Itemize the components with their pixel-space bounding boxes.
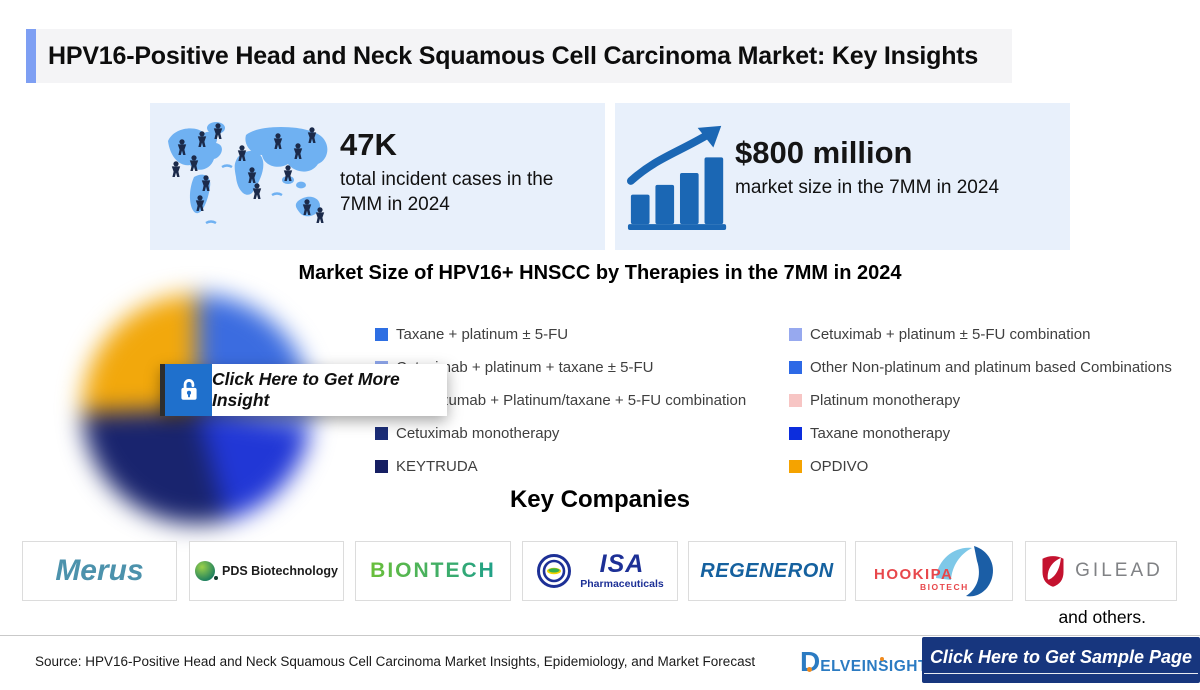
key-companies-heading: Key Companies <box>509 486 691 513</box>
chart-title: Market Size of HPV16+ HNSCC by Therapies… <box>298 262 902 284</box>
open-padlock-icon <box>165 364 212 416</box>
rising-bar-chart-icon <box>626 125 727 230</box>
legend-item: Platinum monotherapy <box>789 392 1172 409</box>
legend-swatch <box>789 327 802 341</box>
logo-gilead: GILEAD <box>1025 541 1177 601</box>
regeneron-wordmark: REGENERON <box>700 559 834 582</box>
logo-isa-pharmaceuticals: ISA Pharmaceuticals <box>522 541 678 601</box>
get-sample-page-label: Click Here to Get Sample Page <box>923 647 1199 674</box>
legend-swatch <box>375 426 388 440</box>
pie-legend-right: Cetuximab + platinum ± 5-FU combination … <box>789 326 1172 475</box>
get-more-insight-label: Click Here to Get More Insight <box>212 369 400 410</box>
hookipa-subtext: BIOTECH <box>920 582 969 592</box>
legend-item: Taxane + platinum ± 5-FU <box>375 326 746 343</box>
logo-merus: Merus <box>22 541 177 601</box>
legend-item: Cetuximab + platinum ± 5-FU combination <box>789 326 1172 343</box>
legend-swatch <box>789 393 802 407</box>
gilead-shield-icon <box>1042 556 1064 587</box>
biontech-wordmark: BIONTECH <box>370 559 496 582</box>
source-text: Source: HPV16-Positive Head and Neck Squ… <box>35 654 756 669</box>
hookipa-wordmark: HOOKIPA <box>874 566 954 583</box>
page-title: HPV16-Positive Head and Neck Squamous Ce… <box>48 42 979 70</box>
stat-market-size: $800 million market size in the 7MM in 2… <box>615 103 1070 250</box>
logo-hookipa-biotech: HOOKIPA BIOTECH <box>855 541 1013 601</box>
merus-wordmark: Merus <box>55 554 144 587</box>
delveinsight-logo: D ELVEINSIGHT <box>800 646 928 677</box>
legend-item: Cetuximab monotherapy <box>375 425 746 442</box>
world-map-people-icon <box>168 122 328 225</box>
legend-item: OPDIVO <box>789 458 1172 475</box>
get-sample-page-button[interactable]: Click Here to Get Sample Page <box>922 637 1200 683</box>
get-more-insight-button[interactable]: Click Here to Get More Insight <box>160 364 447 416</box>
stat-incident-cases: 47K total incident cases in the 7MM in 2… <box>150 103 605 250</box>
logo-regeneron: REGENERON <box>688 541 846 601</box>
legend-item: Taxane monotherapy <box>789 425 1172 442</box>
stat-value: $800 million <box>735 135 913 170</box>
button-edge <box>160 364 165 416</box>
pds-wordmark: PDS Biotechnology <box>222 564 338 578</box>
logo-pds-biotechnology: PDS Biotechnology <box>189 541 344 601</box>
title-accent-bar <box>26 29 36 83</box>
legend-swatch <box>789 360 802 374</box>
legend-swatch <box>375 459 388 473</box>
legend-item: KEYTRUDA <box>375 458 746 475</box>
stat-value: 47K <box>340 127 397 162</box>
footer-divider <box>0 635 1200 636</box>
pds-sphere-icon <box>195 561 218 581</box>
isa-rings-icon <box>537 554 572 588</box>
isa-wordmark: ISA <box>599 550 645 579</box>
legend-swatch <box>789 459 802 473</box>
stat-label: market size in the 7MM in 2024 <box>735 177 1000 198</box>
and-others-label: and others. <box>1058 607 1146 627</box>
gilead-wordmark: GILEAD <box>1075 560 1163 581</box>
legend-item: Other Non-platinum and platinum based Co… <box>789 359 1172 376</box>
logo-biontech: BIONTECH <box>355 541 511 601</box>
title-bar: HPV16-Positive Head and Neck Squamous Ce… <box>26 29 1012 83</box>
legend-swatch <box>789 426 802 440</box>
hookipa-sail-icon <box>936 546 994 597</box>
legend-swatch <box>375 327 388 341</box>
stat-label: total incident cases in the 7MM in 2024 <box>340 169 554 216</box>
isa-subtext: Pharmaceuticals <box>580 578 664 591</box>
